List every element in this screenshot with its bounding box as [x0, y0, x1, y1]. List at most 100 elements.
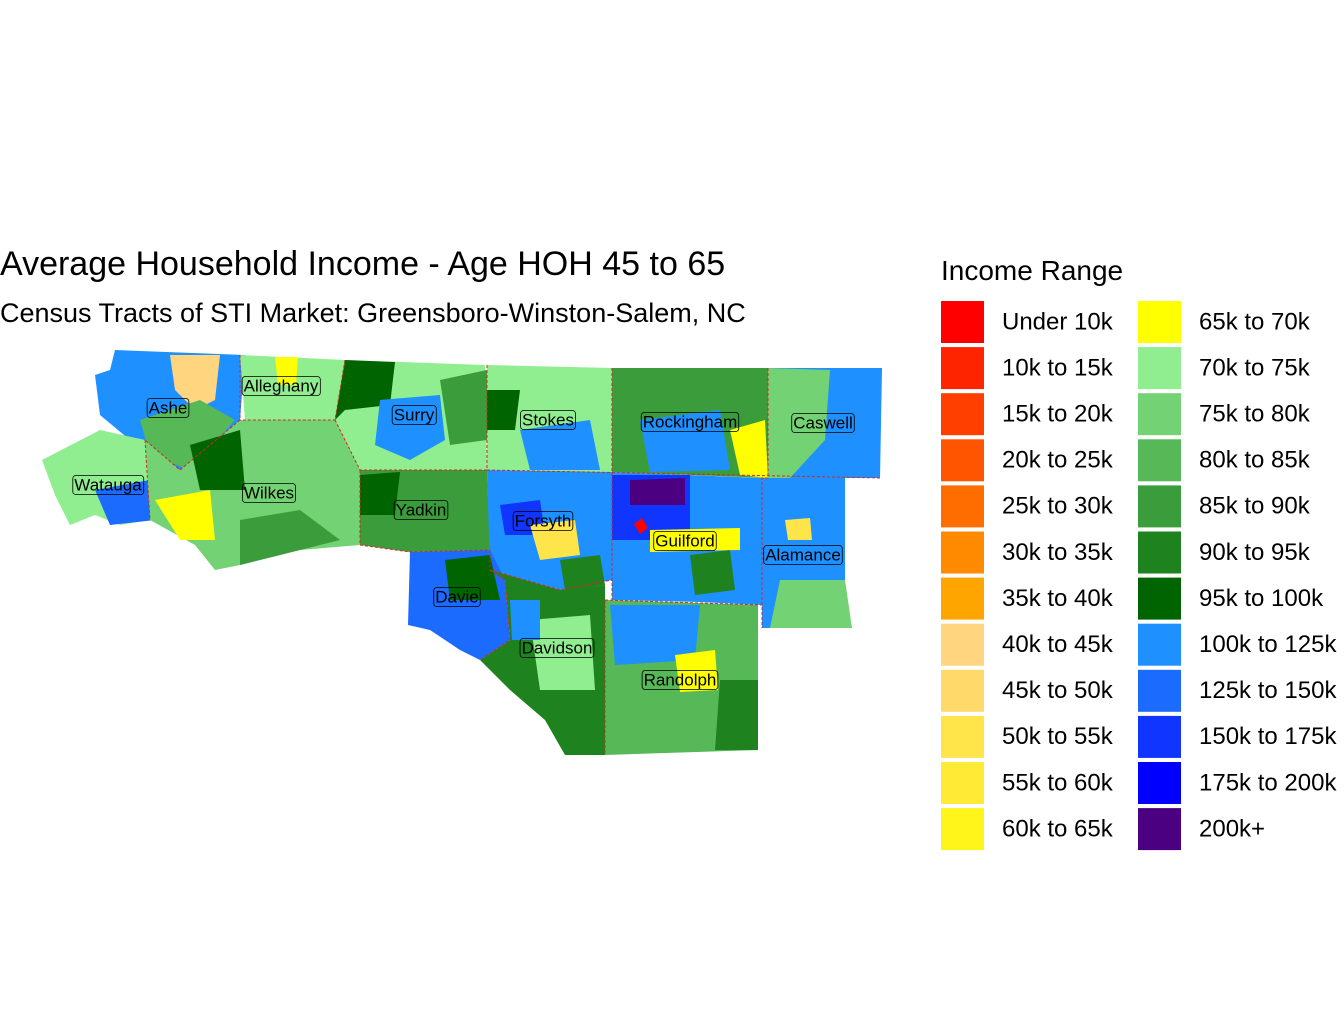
tract: [770, 580, 852, 628]
tract: [785, 518, 812, 540]
legend-label: 15k to 20k: [1002, 401, 1114, 428]
legend-label: 20k to 25k: [1002, 447, 1114, 474]
tract: [650, 528, 740, 552]
county-labels: Ashe Alleghany Surry Stokes Rockingham C…: [72, 376, 855, 690]
legend-label: 200k+: [1199, 815, 1265, 842]
tract: [190, 430, 245, 490]
legend-swatch: [941, 623, 984, 666]
county-border: [334, 365, 488, 471]
legend-label: 95k to 100k: [1199, 585, 1324, 612]
county-label: Stokes: [522, 410, 574, 429]
tract: [520, 420, 600, 470]
tract: [170, 355, 220, 410]
county-border: [486, 469, 883, 479]
county-label: Caswell: [793, 413, 853, 432]
legend-label: Under 10k: [1002, 308, 1114, 335]
tract: [675, 650, 718, 692]
legend-swatch: [1138, 531, 1181, 574]
legend-label: 150k to 175k: [1199, 723, 1337, 750]
legend-swatch: [941, 715, 984, 758]
county-borders: [144, 355, 883, 755]
legend: Under 10k 10k to 15k 15k to 20k 20k to 25k 2…: [941, 301, 1337, 851]
legend-swatch: [1138, 301, 1181, 343]
tract: [240, 510, 340, 565]
tract: [630, 478, 685, 505]
legend-swatch: [941, 393, 984, 436]
county-label: Alleghany: [244, 376, 319, 395]
legend-swatch: [1138, 393, 1181, 436]
legend-label: 10k to 15k: [1002, 354, 1114, 381]
tract: [768, 368, 830, 478]
tract: [275, 357, 298, 385]
legend-label: 175k to 200k: [1199, 769, 1337, 796]
legend-title: Income Range: [941, 255, 1123, 286]
county-label-box: [653, 531, 717, 551]
map-subtitle: Census Tracts of STI Market: Greensboro-…: [0, 298, 746, 328]
tract: [634, 518, 648, 534]
county-label: Wilkes: [244, 483, 294, 502]
legend-label: 25k to 30k: [1002, 493, 1114, 520]
legend-swatch: [941, 669, 984, 712]
tract: [440, 370, 487, 445]
tract: [715, 680, 758, 750]
legend-swatch: [1138, 439, 1181, 482]
county-label: Surry: [394, 405, 435, 424]
legend-swatch: [941, 485, 984, 528]
legend-swatch: [1138, 762, 1181, 804]
county-border: [604, 599, 763, 606]
county-label: Rockingham: [643, 412, 738, 431]
county-border: [479, 569, 511, 661]
county-label: Ashe: [149, 398, 188, 417]
county-label: Randolph: [644, 670, 717, 689]
legend-swatch: [1138, 577, 1181, 620]
legend-swatch: [1138, 669, 1181, 712]
legend-swatch: [1138, 347, 1181, 390]
county-label-box: [241, 376, 321, 396]
legend-label: 65k to 70k: [1199, 308, 1311, 335]
county-label-box: [72, 475, 145, 495]
county-label-box: [391, 405, 437, 425]
legend-label: 35k to 40k: [1002, 585, 1114, 612]
legend-label: 80k to 85k: [1199, 447, 1311, 474]
tract: [610, 605, 700, 665]
county-border: [359, 470, 613, 591]
legend-label: 85k to 90k: [1199, 493, 1311, 520]
legend-swatch: [941, 808, 984, 851]
legend-swatch: [941, 531, 984, 574]
legend-swatch: [941, 301, 984, 343]
county-label: Watauga: [74, 475, 142, 494]
tract: [730, 420, 768, 478]
legend-swatch: [941, 347, 984, 390]
legend-label: 70k to 75k: [1199, 354, 1311, 381]
county-label-box: [641, 670, 719, 690]
tract: [560, 555, 605, 590]
tract: [530, 615, 595, 690]
legend-swatch: [1138, 485, 1181, 528]
county-label-box: [520, 410, 576, 430]
county-label: Davie: [435, 587, 478, 606]
legend-swatch: [1138, 715, 1181, 758]
tract: [95, 480, 155, 525]
county-label: Davidson: [522, 638, 593, 657]
county-label-box: [519, 638, 595, 658]
tract: [445, 555, 500, 600]
legend-label: 60k to 65k: [1002, 815, 1114, 842]
county-label-box: [393, 500, 449, 520]
legend-swatch: [941, 577, 984, 620]
legend-label: 125k to 150k: [1199, 677, 1337, 704]
legend-label: 30k to 35k: [1002, 539, 1114, 566]
legend-label: 100k to 125k: [1199, 631, 1337, 658]
county-label-box: [640, 412, 740, 432]
county-label: Yadkin: [396, 500, 447, 519]
tract: [487, 390, 520, 430]
legend-label: 45k to 50k: [1002, 677, 1114, 704]
county-border: [144, 439, 151, 521]
map: [42, 350, 883, 755]
county-label-box: [512, 511, 574, 531]
tract: [240, 355, 345, 420]
tract: [360, 472, 400, 515]
legend-swatch: [941, 762, 984, 804]
legend-label: 75k to 80k: [1199, 401, 1311, 428]
legend-swatch: [1138, 623, 1181, 666]
county-border: [144, 355, 241, 471]
